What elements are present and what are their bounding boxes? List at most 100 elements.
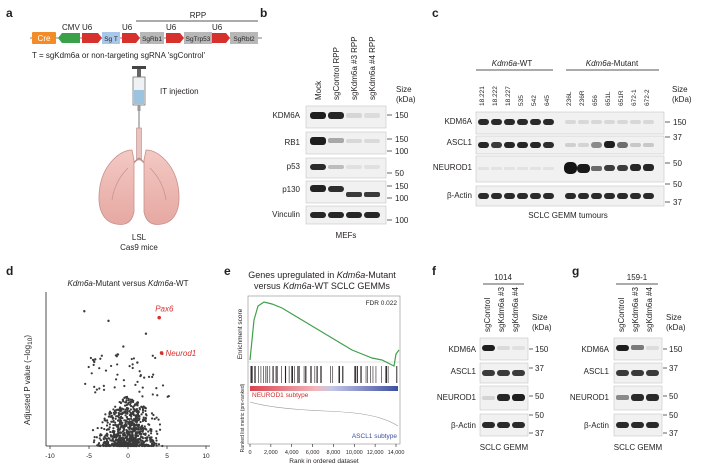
c-band	[478, 167, 489, 170]
d-point	[137, 444, 140, 447]
d-point	[152, 444, 155, 448]
d-point	[161, 384, 165, 387]
f-blot-b-actin	[479, 413, 529, 437]
d-point	[152, 413, 155, 417]
b-band	[328, 112, 344, 119]
d-point	[121, 432, 125, 436]
b-blot-p130	[305, 180, 387, 204]
c-band	[504, 193, 515, 199]
d-point	[136, 361, 139, 364]
d-point	[137, 424, 140, 427]
d-point	[138, 437, 142, 440]
c-band	[491, 142, 502, 148]
b-row-vinculin: Vinculin	[272, 210, 300, 219]
b-marker: 100	[395, 216, 409, 225]
d-point	[143, 376, 146, 379]
d-point	[120, 425, 123, 428]
f-marker: 37	[535, 429, 544, 438]
d-point	[137, 414, 141, 418]
b-band	[310, 164, 326, 170]
d-point	[123, 404, 127, 407]
d-point	[92, 360, 96, 363]
d-point	[142, 441, 146, 444]
g-blot-b-actin	[613, 413, 663, 437]
d-point	[140, 432, 143, 435]
c-band	[604, 141, 615, 148]
d-point	[114, 411, 118, 414]
d-point	[103, 419, 106, 422]
d-point	[134, 443, 137, 446]
d-point	[110, 420, 113, 423]
c-band	[578, 120, 589, 124]
d-point	[155, 430, 158, 433]
d-point	[128, 414, 131, 417]
d-point	[129, 403, 132, 406]
d-point	[142, 416, 145, 419]
d-point	[113, 421, 117, 424]
u6-promoter-arrow-1	[82, 33, 102, 43]
d-point	[141, 444, 144, 448]
c-col: 651L	[605, 91, 612, 106]
c-band	[543, 142, 554, 148]
d-point	[134, 417, 137, 420]
g-marker: 50	[669, 411, 678, 420]
cmv-promoter-arrow	[58, 33, 80, 43]
d-point	[111, 437, 114, 440]
d-point	[139, 420, 142, 424]
d-point	[127, 397, 130, 400]
d-point	[137, 438, 140, 441]
f-band	[497, 394, 510, 401]
c-size-header: Size	[672, 85, 688, 94]
d-point	[126, 412, 129, 415]
g-band	[631, 370, 644, 376]
d-point	[134, 383, 137, 386]
d-point	[102, 444, 105, 448]
d-point	[117, 411, 120, 414]
b-marker: 150	[395, 111, 409, 120]
d-point	[139, 430, 143, 433]
u6-label-4: U6	[212, 23, 223, 32]
c-band	[543, 167, 554, 170]
c-band	[577, 164, 590, 173]
d-point	[129, 398, 132, 401]
g-col: sgControl	[617, 298, 626, 332]
d-point	[156, 432, 159, 435]
sgrb1-label: SgRb1	[142, 36, 162, 43]
c-band	[565, 120, 576, 124]
d-point	[94, 391, 97, 394]
d-point	[128, 421, 131, 424]
d-point	[155, 387, 158, 390]
d-point	[92, 363, 95, 367]
c-col: 535	[518, 95, 525, 106]
d-point	[131, 363, 134, 366]
d-point	[129, 417, 133, 420]
u6-promoter-arrow-2	[122, 33, 140, 43]
d-point	[111, 420, 115, 423]
d-point	[124, 442, 128, 445]
d-point	[98, 387, 101, 390]
c-band	[530, 167, 541, 170]
d-point	[112, 427, 115, 430]
g-band	[616, 422, 629, 428]
g-caption: SCLC GEMM	[614, 443, 663, 452]
c-band	[643, 120, 654, 124]
d-point	[110, 435, 113, 438]
d-point	[129, 401, 132, 405]
d-point	[125, 406, 129, 410]
d-point	[114, 423, 117, 426]
c-col: 236R	[579, 90, 586, 106]
e-fdr: FDR 0.022	[366, 300, 398, 307]
cre-label: Cre	[38, 34, 51, 43]
d-point	[101, 421, 104, 424]
d-point	[95, 388, 98, 391]
c-band	[564, 162, 577, 174]
g-blot-ascl1	[613, 362, 663, 384]
d-point	[124, 436, 127, 439]
e-xtick-label: 4,000	[285, 450, 299, 456]
c-col: 18.227	[505, 86, 512, 106]
d-point	[120, 419, 123, 423]
d-point	[129, 408, 132, 411]
d-point	[115, 425, 119, 428]
d-point	[133, 424, 136, 427]
d-point	[110, 411, 113, 415]
